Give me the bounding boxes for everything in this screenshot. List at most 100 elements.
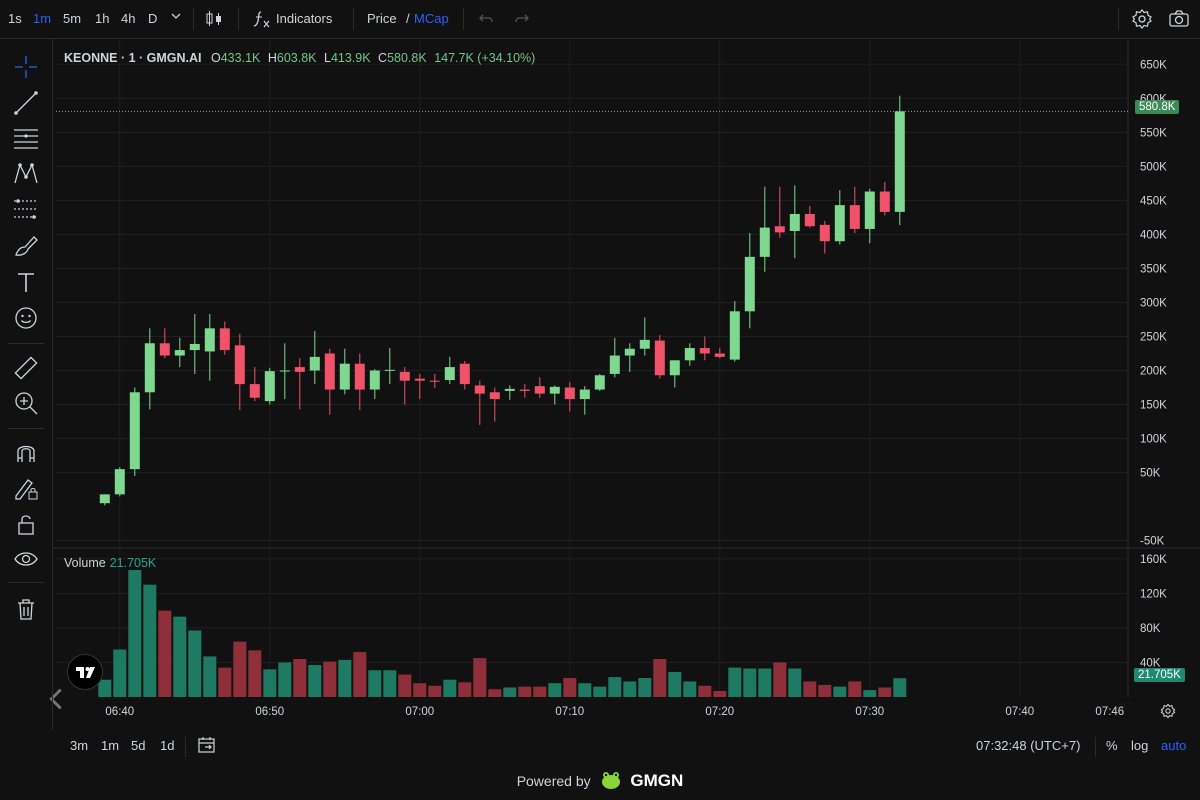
volume-bar-39 — [683, 681, 697, 697]
price-tick-9: 200K — [1140, 366, 1167, 378]
pattern-icon[interactable] — [12, 159, 40, 187]
candle-body-21 — [414, 378, 425, 381]
volume-bar-14 — [308, 665, 322, 697]
volume-bar-41 — [713, 690, 727, 697]
emoji-icon[interactable] — [12, 304, 40, 332]
candle-type-icon[interactable] — [204, 9, 224, 32]
time-tick-4: 07:20 — [705, 706, 734, 718]
gear-icon[interactable] — [1131, 8, 1153, 33]
price-tick-11: 100K — [1140, 434, 1167, 446]
crosshair-icon[interactable] — [12, 53, 40, 81]
lock-icon[interactable] — [12, 510, 40, 538]
candle-body-8 — [219, 328, 230, 351]
time-tick-7: 07:46 — [1095, 706, 1124, 718]
ruler-icon[interactable] — [12, 354, 40, 382]
gmgn-brand: GMGN — [630, 771, 684, 790]
candle-body-45 — [774, 226, 785, 233]
candle-body-37 — [654, 340, 665, 376]
camera-icon[interactable] — [1168, 8, 1190, 33]
range-1d[interactable]: 1d — [160, 738, 175, 753]
volume-bar-43 — [743, 668, 757, 697]
price-toggle[interactable]: Price — [367, 11, 397, 26]
indicators-icon[interactable] — [252, 9, 272, 32]
range-1m[interactable]: 1m — [101, 738, 120, 753]
ohlc-legend: KEONNE · 1 · GMGN.AI O433.1K H603.8K L41… — [64, 51, 535, 65]
volume-bar-2 — [128, 569, 142, 697]
close-key: C — [378, 51, 388, 65]
symbol-label[interactable]: KEONNE · 1 · GMGN.AI — [64, 51, 202, 65]
candle-body-42 — [729, 311, 740, 360]
volume-bar-44 — [758, 668, 772, 697]
range-5d[interactable]: 5d — [131, 738, 146, 753]
candle-body-38 — [669, 360, 680, 376]
candle-body-40 — [699, 348, 710, 354]
horizontal-lines-icon[interactable] — [12, 124, 40, 152]
redo-icon[interactable] — [513, 10, 531, 31]
volume-bar-20 — [398, 674, 412, 697]
volume-bar-3 — [143, 584, 157, 697]
clock-timezone[interactable]: 07:32:48 (UTC+7) — [976, 738, 1081, 753]
tradingview-logo[interactable] — [67, 654, 103, 690]
volume-bar-45 — [773, 662, 787, 697]
candle-body-44 — [759, 227, 770, 257]
candle-body-20 — [399, 371, 410, 381]
candle-body-14 — [309, 356, 320, 371]
candle-body-3 — [144, 343, 155, 393]
text-icon[interactable] — [12, 268, 40, 296]
range-3m[interactable]: 3m — [70, 738, 89, 753]
volume-bar-51 — [863, 690, 877, 697]
brush-icon[interactable] — [12, 231, 40, 259]
trash-icon[interactable] — [12, 595, 40, 623]
fib-icon[interactable] — [12, 195, 40, 223]
volume-bar-36 — [638, 677, 652, 697]
chevron-down-icon[interactable] — [170, 10, 182, 25]
eye-icon[interactable] — [12, 545, 40, 573]
volume-bar-49 — [833, 686, 847, 697]
lock-drawing-icon[interactable] — [12, 474, 40, 502]
candle-body-4 — [159, 343, 170, 356]
collapse-toolbar-icon[interactable] — [42, 685, 62, 710]
candlestick-chart[interactable]: 650K600K550K500K450K400K350K300K250K200K… — [0, 0, 1200, 730]
candle-body-29 — [534, 386, 545, 394]
candle-body-13 — [294, 367, 305, 372]
trend-line-icon[interactable] — [12, 89, 40, 117]
candle-body-33 — [594, 375, 605, 390]
volume-bar-27 — [503, 687, 517, 697]
volume-bar-5 — [173, 616, 187, 697]
top-toolbar: 1s 1m 5m 1h 4h D Indicators Price / MCap — [0, 0, 1200, 38]
candle-body-1 — [114, 469, 125, 495]
mcap-toggle[interactable]: MCap — [414, 11, 449, 26]
volume-bar-40 — [698, 685, 712, 697]
auto-toggle[interactable]: auto — [1161, 738, 1187, 753]
interval-d[interactable]: D — [148, 11, 158, 26]
log-toggle[interactable]: log — [1131, 738, 1149, 753]
candle-body-51 — [864, 191, 875, 229]
open-key: O — [211, 51, 221, 65]
interval-1h[interactable]: 1h — [95, 11, 110, 26]
interval-1s[interactable]: 1s — [8, 11, 22, 26]
volume-bar-9 — [233, 641, 247, 697]
candle-body-12 — [279, 370, 290, 372]
candle-body-19 — [384, 369, 395, 371]
magnet-icon[interactable] — [12, 438, 40, 466]
volume-bar-38 — [668, 671, 682, 697]
interval-1m[interactable]: 1m — [33, 11, 52, 26]
change-value: 147.7K (+34.10%) — [434, 51, 536, 65]
volume-bar-35 — [623, 681, 637, 697]
candle-body-52 — [879, 191, 890, 212]
indicators-button[interactable]: Indicators — [276, 11, 333, 26]
interval-5m[interactable]: 5m — [63, 11, 82, 26]
axis-settings-gear-icon[interactable] — [1160, 703, 1176, 722]
candle-body-31 — [564, 387, 575, 400]
date-range-icon[interactable] — [197, 735, 217, 758]
candle-body-15 — [324, 353, 335, 390]
volume-bar-29 — [533, 686, 547, 697]
interval-4h[interactable]: 4h — [121, 11, 136, 26]
volume-bar-21 — [413, 683, 427, 697]
volume-bar-46 — [788, 668, 802, 697]
percent-toggle[interactable]: % — [1106, 738, 1118, 753]
volume-bar-1 — [113, 649, 127, 697]
undo-icon[interactable] — [477, 10, 495, 31]
volume-value: 21.705K — [109, 556, 157, 570]
zoom-in-icon[interactable] — [12, 389, 40, 417]
